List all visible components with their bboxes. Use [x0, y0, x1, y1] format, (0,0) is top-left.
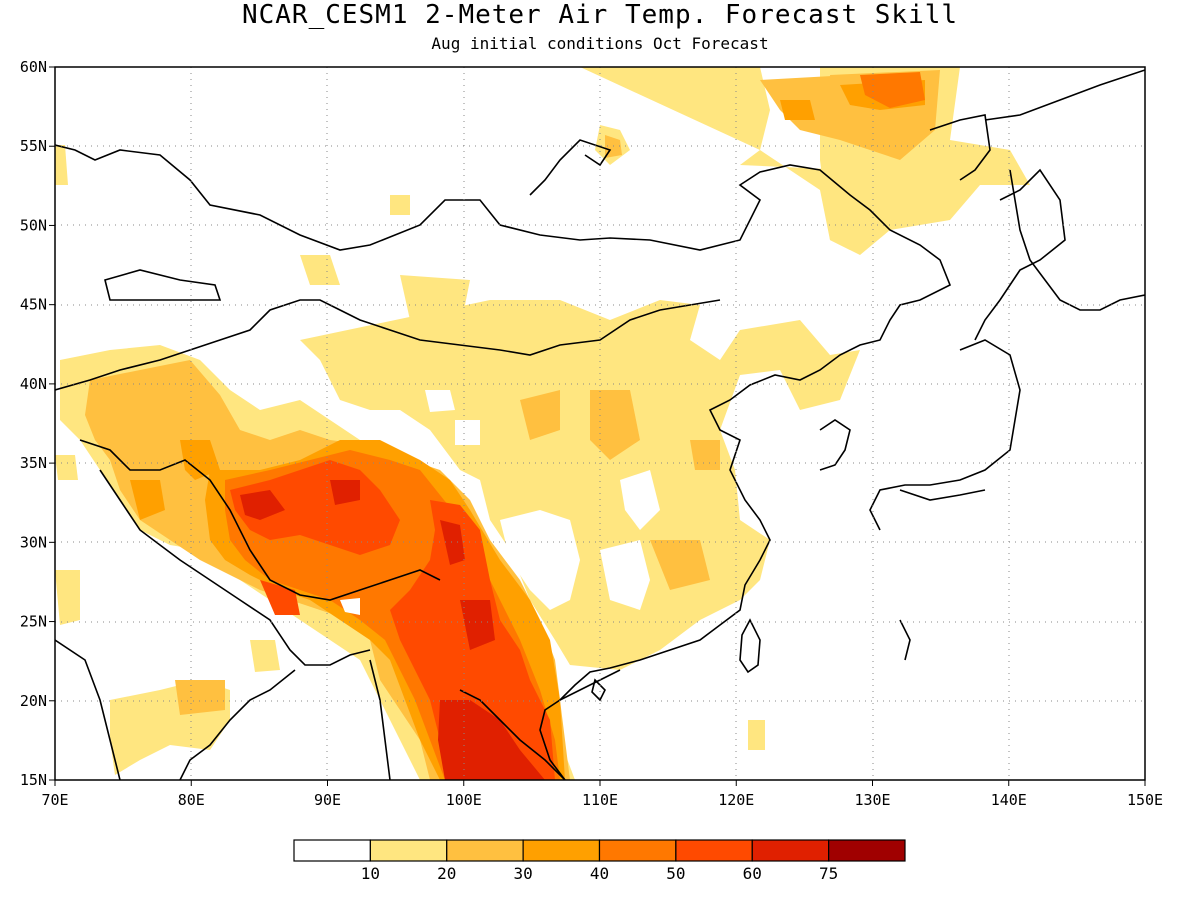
lon-tick-label: 130E	[854, 791, 890, 809]
contour-level-60	[240, 480, 545, 780]
colorbar-swatch	[675, 839, 753, 862]
lat-tick-label: 60N	[20, 58, 47, 76]
lon-tick-label: 70E	[41, 791, 68, 809]
lon-tick-label: 90E	[314, 791, 341, 809]
lat-tick-label: 55N	[20, 137, 47, 155]
longitude-axis: 70E 80E 90E 100E 110E 120E 130E 140E 150E	[41, 780, 1163, 809]
lon-tick-label: 120E	[718, 791, 754, 809]
coastlines	[55, 69, 1145, 780]
colorbar-swatch	[598, 839, 677, 862]
colorbar-swatch	[293, 839, 371, 862]
gridlines	[55, 67, 1145, 780]
lon-tick-label: 110E	[582, 791, 618, 809]
colorbar-label: 60	[743, 864, 762, 883]
lat-tick-label: 30N	[20, 533, 47, 551]
lon-tick-label: 80E	[178, 791, 205, 809]
skill-contours	[55, 67, 1030, 780]
map-subtitle: Aug initial conditions Oct Forecast	[431, 34, 769, 53]
colorbar-swatch	[828, 839, 906, 862]
lon-tick-label: 140E	[991, 791, 1027, 809]
colorbar-label: 10	[361, 864, 380, 883]
colorbar-swatch	[522, 839, 601, 862]
map-title: NCAR_CESM1 2-Meter Air Temp. Forecast Sk…	[241, 0, 959, 30]
lon-tick-label: 150E	[1127, 791, 1163, 809]
lat-tick-label: 20N	[20, 692, 47, 710]
colorbar-swatch	[751, 839, 830, 862]
colorbar-label: 40	[590, 864, 609, 883]
latitude-axis: 60N 55N 50N 45N 40N 35N 30N 25N 20N 15N	[20, 58, 55, 789]
lat-tick-label: 35N	[20, 454, 47, 472]
colorbar-label: 30	[513, 864, 532, 883]
colorbar-label: 75	[819, 864, 838, 883]
lat-tick-label: 40N	[20, 375, 47, 393]
lat-tick-label: 25N	[20, 613, 47, 631]
contour-gaps	[340, 390, 660, 615]
lon-tick-label: 100E	[446, 791, 482, 809]
colorbar-swatch	[369, 839, 448, 862]
colorbar: 10 20 30 40 50 60 75	[293, 839, 906, 883]
colorbar-label: 50	[666, 864, 685, 883]
colorbar-swatch	[446, 839, 524, 862]
lat-tick-label: 50N	[20, 216, 47, 234]
colorbar-label: 20	[437, 864, 456, 883]
lat-tick-label: 15N	[20, 771, 47, 789]
lat-tick-label: 45N	[20, 296, 47, 314]
